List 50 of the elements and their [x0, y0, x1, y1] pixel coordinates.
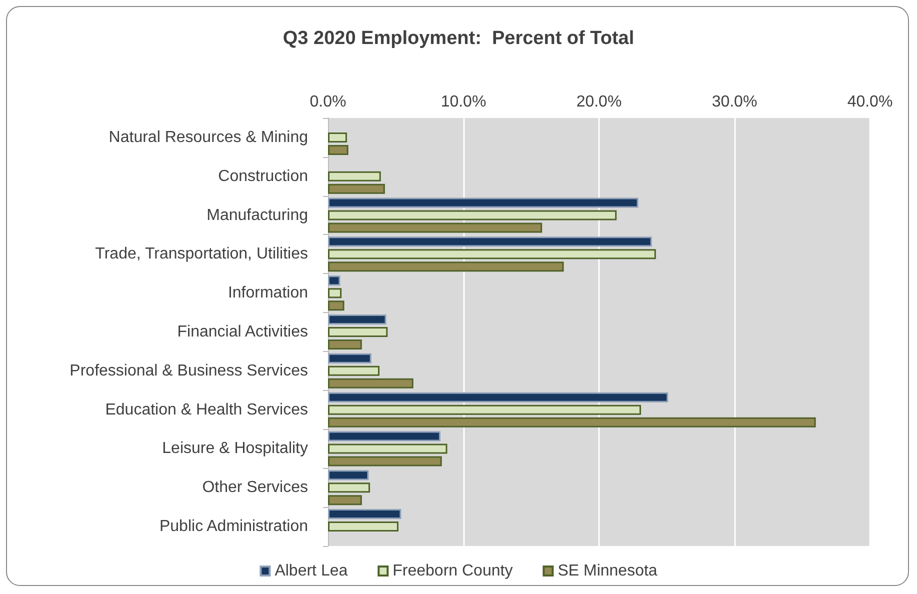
bar — [328, 378, 414, 388]
bar — [328, 340, 362, 350]
bar — [328, 495, 362, 506]
bar — [328, 444, 448, 454]
bar — [328, 300, 344, 311]
bar — [328, 198, 638, 208]
chart-title: Q3 2020 Employment: Percent of Total — [282, 28, 634, 49]
bar — [328, 353, 372, 364]
y-tick-label: Trade, Transportation, Utilities — [95, 246, 308, 263]
bar — [328, 144, 348, 155]
bar — [328, 236, 652, 247]
bar — [328, 470, 369, 480]
bar — [328, 522, 398, 532]
bar — [328, 171, 381, 182]
bar — [328, 456, 442, 466]
x-tick-label: 0.0% — [310, 94, 346, 110]
bar — [328, 222, 542, 233]
y-tick-label: Natural Resources & Mining — [108, 128, 308, 146]
legend-label: Freeborn County — [392, 562, 513, 580]
bar — [328, 482, 370, 493]
x-tick-label: 30.0% — [712, 94, 758, 110]
bar — [328, 431, 440, 442]
x-tick-label: 40.0% — [847, 94, 893, 110]
y-tick-label: Manufacturing — [206, 206, 308, 224]
bar — [328, 392, 668, 402]
bar — [328, 509, 402, 520]
y-tick-label: Professional & Business Services — [70, 362, 308, 380]
bar — [328, 132, 347, 142]
bar — [328, 288, 342, 298]
bar — [328, 327, 388, 337]
bar — [328, 262, 564, 272]
bar — [328, 249, 656, 260]
y-tick-label: Public Administration — [159, 518, 308, 536]
bar — [328, 366, 380, 376]
legend-label: SE Minnesota — [558, 562, 658, 580]
bar — [328, 404, 642, 415]
bar — [328, 417, 816, 428]
bar — [328, 276, 340, 286]
y-tick-label: Education & Health Services — [105, 401, 308, 418]
y-tick-label: Other Services — [202, 479, 308, 496]
legend-label: Albert Lea — [274, 562, 348, 580]
y-tick-label: Construction — [218, 168, 308, 185]
x-tick-label: 20.0% — [576, 94, 622, 110]
y-tick-label: Financial Activities — [177, 324, 308, 340]
x-tick-label: 10.0% — [440, 94, 486, 110]
bar — [328, 314, 386, 324]
y-tick-label: Leisure & Hospitality — [162, 440, 308, 458]
bar — [328, 210, 617, 220]
bar — [328, 184, 385, 194]
y-tick-label: Information — [228, 284, 308, 302]
